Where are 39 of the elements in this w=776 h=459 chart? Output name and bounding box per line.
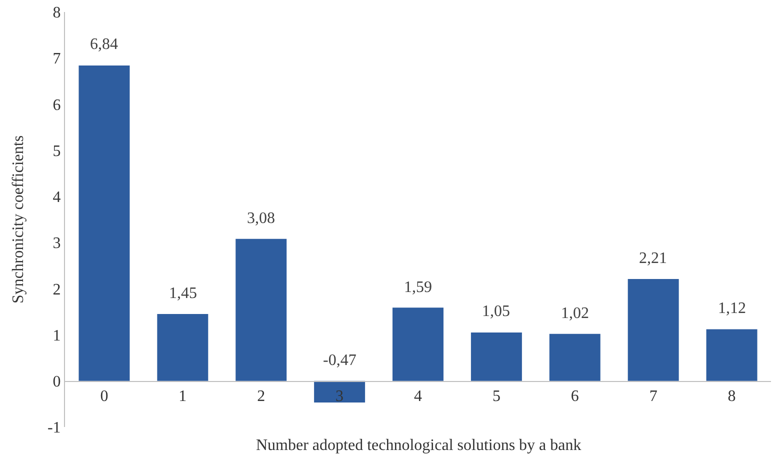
bar: [78, 65, 130, 381]
x-tick-label: 5: [492, 388, 500, 406]
data-label: 1,45: [169, 285, 197, 302]
bar: [470, 332, 522, 381]
data-label: 1,05: [482, 303, 510, 320]
x-tick-label: 0: [100, 388, 108, 406]
bar: [628, 278, 679, 381]
x-axis-title: Number adopted technological solutions by a bank: [256, 437, 582, 454]
data-label: 1,02: [561, 305, 589, 322]
data-label: 1,59: [404, 279, 432, 296]
y-tick-label: 6: [52, 96, 61, 114]
data-label: 6,84: [90, 36, 118, 53]
data-label: -0,47: [323, 352, 356, 369]
y-tick-label: 4: [52, 189, 61, 206]
y-axis-title: Synchronicity coefficients: [10, 135, 27, 304]
x-tick-label: 2: [257, 388, 266, 406]
y-tick-label: 8: [52, 4, 61, 22]
x-tick-label: 7: [649, 388, 658, 406]
data-label: 3,08: [247, 210, 275, 227]
y-tick-label: 2: [52, 281, 61, 298]
data-label: 2,21: [639, 250, 667, 267]
bar: [236, 238, 287, 381]
data-label: 1,12: [718, 300, 746, 317]
y-tick-label: 5: [52, 142, 61, 160]
x-tick-label: 1: [178, 388, 187, 406]
x-tick-label: 4: [414, 388, 422, 406]
bar: [549, 334, 600, 381]
bar: [157, 314, 208, 381]
bar: [392, 308, 444, 381]
y-tick-label: -1: [47, 420, 61, 437]
x-tick-label: 3: [336, 388, 344, 406]
y-tick-label: 0: [52, 373, 61, 390]
x-tick-label: 6: [570, 388, 579, 406]
y-tick-label: 3: [52, 235, 61, 252]
y-tick-label: 1: [52, 327, 61, 344]
x-tick-label: 8: [728, 388, 736, 406]
y-tick-label: 7: [52, 50, 61, 68]
bar: [314, 380, 366, 403]
bar: [706, 329, 758, 381]
